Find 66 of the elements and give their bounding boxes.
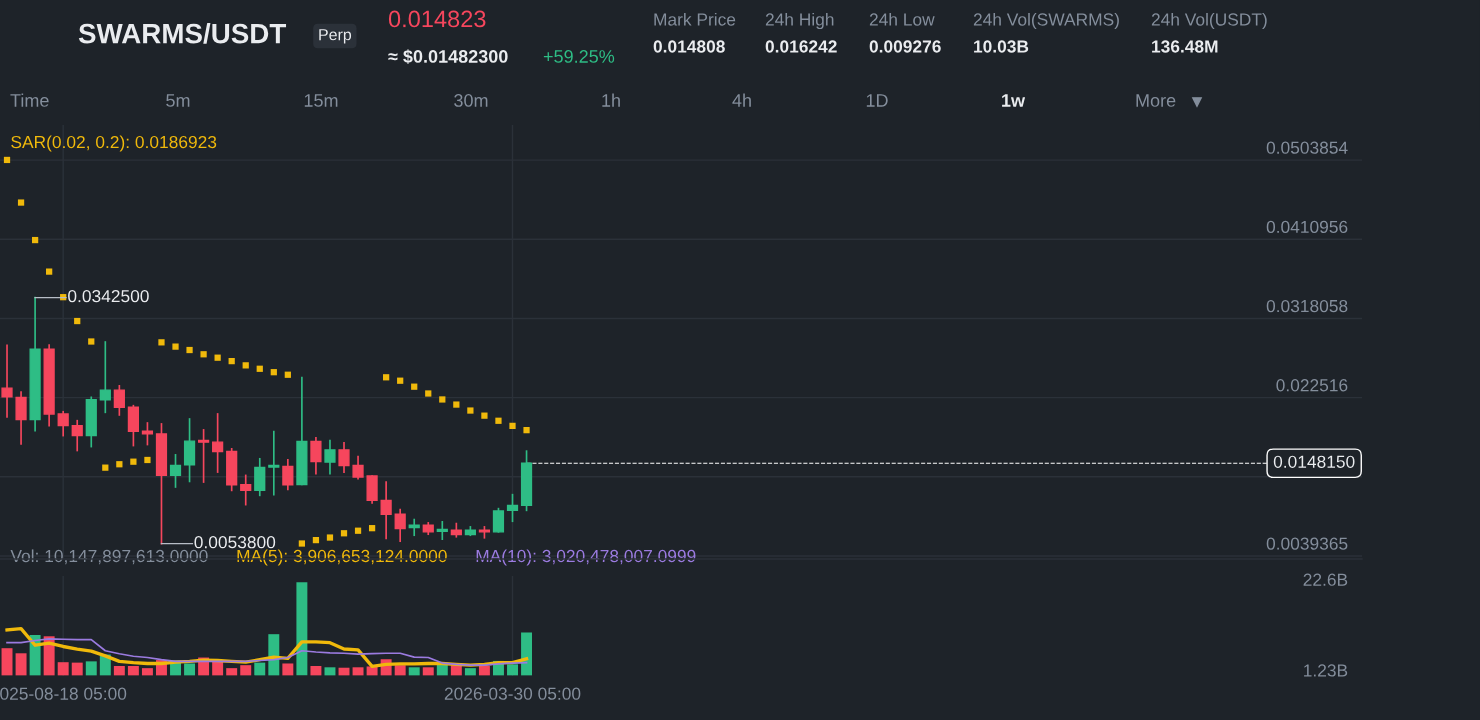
y-tick-label: 0.0039365: [1266, 537, 1348, 550]
bar: [212, 660, 224, 676]
bar: [85, 661, 97, 676]
text: 0.016242: [765, 40, 837, 53]
text: MA(10): 3,020,478,007.0999: [476, 549, 696, 566]
bar: [1, 648, 13, 676]
annotation: Vol: 10,147,897,613.0000: [10, 549, 208, 565]
text: 15m: [304, 94, 338, 107]
text: 1w: [1002, 94, 1026, 107]
line-series: [6, 638, 528, 667]
bar: [436, 664, 448, 676]
y-tick-label: 0.0410956: [1266, 220, 1348, 234]
text: Time: [10, 93, 49, 107]
bar: [464, 668, 476, 676]
annotation: 0.0342500: [68, 289, 149, 303]
bar: [521, 632, 533, 676]
bar: [141, 668, 153, 676]
bar: [408, 667, 420, 676]
bar: [226, 668, 238, 676]
bar: [240, 665, 252, 676]
bar: [57, 662, 69, 676]
bar: [310, 666, 322, 676]
text: MA(5): 3,906,653,124.0000: [237, 549, 447, 566]
bar: [254, 662, 266, 676]
bar: [113, 666, 125, 676]
bar: [296, 582, 308, 676]
bar: [184, 663, 196, 676]
bar: [507, 664, 518, 676]
y-tick-label: 0.022516: [1276, 379, 1348, 392]
bar: [422, 667, 434, 676]
text: Perp: [319, 29, 352, 44]
bar: [127, 666, 139, 676]
text: +59.25%: [543, 50, 615, 63]
text: Mark Price: [654, 12, 736, 26]
y-tick-label: 0.0318058: [1266, 299, 1348, 313]
bar: [71, 662, 83, 676]
bar: [324, 667, 336, 676]
text: SWARMS/USDT: [78, 23, 287, 44]
text: 30m: [454, 94, 488, 107]
x-tick-label: 2026-03-30 05:00: [444, 687, 581, 700]
text: 4h: [732, 93, 751, 107]
text: 5m: [166, 94, 190, 107]
y-tick-label: 0.0503854: [1266, 141, 1348, 154]
text: 136.48M: [1152, 40, 1218, 53]
ref-line-label: 0.0148150: [1273, 455, 1355, 468]
bar: [478, 666, 490, 676]
text: More: [1136, 94, 1176, 107]
text: 24h Vol(USDT): [1151, 12, 1267, 30]
text: ≈ $0.01482300: [388, 49, 508, 65]
annotation: 0.0053800: [194, 536, 276, 549]
text: 24h Vol(SWARMS): [973, 12, 1119, 30]
text: 0.014823: [388, 10, 486, 28]
text: 1D: [866, 94, 888, 107]
text: 24h High: [765, 12, 834, 30]
x-tick-label: 025-08-18 05:00: [0, 687, 127, 700]
bar: [15, 653, 27, 676]
text: 1h: [602, 93, 620, 107]
y-tick-label: 22.6B: [1303, 573, 1348, 586]
bar: [282, 663, 294, 676]
text: 10.03B: [974, 40, 1029, 53]
y-tick-label: 1.23B: [1304, 664, 1348, 677]
series-label: SAR(0.02, 0.2): 0.0186923: [11, 135, 217, 152]
bar: [352, 667, 364, 676]
text: 0.014808: [653, 40, 725, 53]
text: 24h Low: [869, 12, 935, 26]
text: 0.009276: [869, 40, 941, 53]
